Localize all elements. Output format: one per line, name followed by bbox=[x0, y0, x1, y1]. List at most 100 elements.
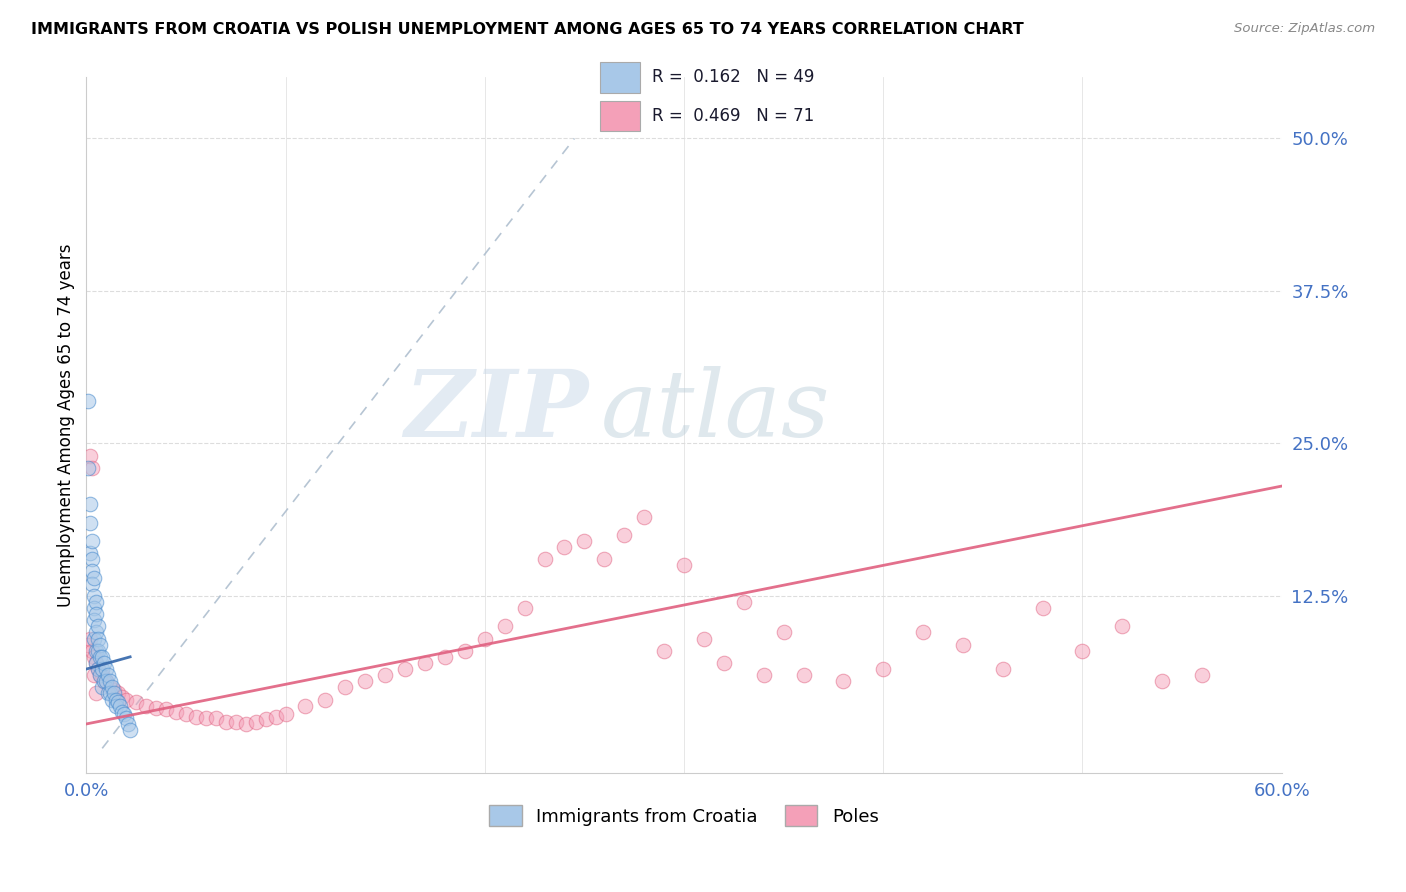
Point bbox=[84, 644, 107, 658]
Point bbox=[89, 649, 111, 664]
Point bbox=[294, 698, 316, 713]
Point bbox=[145, 701, 167, 715]
Point bbox=[111, 705, 134, 719]
Point bbox=[84, 686, 107, 700]
Point bbox=[84, 656, 107, 670]
Point bbox=[82, 576, 104, 591]
Point bbox=[752, 668, 775, 682]
Point bbox=[235, 717, 257, 731]
Point bbox=[98, 681, 121, 695]
Bar bbox=[600, 101, 640, 131]
Point bbox=[111, 690, 134, 705]
Point bbox=[84, 607, 107, 622]
Point bbox=[79, 516, 101, 530]
Point bbox=[184, 709, 207, 723]
Point bbox=[793, 668, 815, 682]
Point bbox=[1071, 644, 1094, 658]
Point bbox=[93, 674, 115, 689]
Point bbox=[87, 662, 110, 676]
Point bbox=[91, 662, 114, 676]
Point bbox=[115, 711, 138, 725]
Point bbox=[174, 707, 197, 722]
Point bbox=[96, 662, 118, 676]
Point bbox=[96, 674, 118, 689]
Point bbox=[82, 552, 104, 566]
Point bbox=[84, 625, 107, 640]
Point bbox=[574, 533, 596, 548]
Point bbox=[83, 632, 105, 646]
Point bbox=[772, 625, 794, 640]
Point bbox=[83, 649, 105, 664]
Point bbox=[652, 644, 675, 658]
Point bbox=[107, 695, 129, 709]
Point bbox=[245, 714, 267, 729]
Text: R =  0.162   N = 49: R = 0.162 N = 49 bbox=[652, 69, 814, 87]
Point bbox=[84, 656, 107, 670]
Point bbox=[117, 717, 139, 731]
Point bbox=[274, 707, 297, 722]
Point bbox=[254, 712, 277, 726]
Point bbox=[613, 528, 636, 542]
Point bbox=[394, 662, 416, 676]
Point bbox=[77, 393, 100, 408]
Point bbox=[112, 707, 135, 722]
Point bbox=[83, 601, 105, 615]
Point bbox=[83, 589, 105, 603]
Point bbox=[96, 674, 118, 689]
Point bbox=[83, 571, 105, 585]
Bar bbox=[600, 62, 640, 93]
Point bbox=[533, 552, 555, 566]
Point bbox=[87, 632, 110, 646]
Point bbox=[454, 644, 477, 658]
Point bbox=[374, 668, 396, 682]
Text: Source: ZipAtlas.com: Source: ZipAtlas.com bbox=[1234, 22, 1375, 36]
Point bbox=[832, 674, 855, 689]
Point bbox=[101, 692, 124, 706]
Point bbox=[79, 497, 101, 511]
Point bbox=[101, 681, 124, 695]
Point bbox=[1191, 668, 1213, 682]
Point bbox=[204, 711, 226, 725]
Y-axis label: Unemployment Among Ages 65 to 74 years: Unemployment Among Ages 65 to 74 years bbox=[58, 244, 75, 607]
Point bbox=[108, 698, 131, 713]
Point bbox=[433, 649, 456, 664]
Point bbox=[155, 702, 177, 716]
Point bbox=[89, 668, 111, 682]
Point bbox=[97, 686, 120, 700]
Point bbox=[354, 674, 377, 689]
Point bbox=[91, 681, 114, 695]
Point bbox=[1152, 674, 1174, 689]
Point bbox=[991, 662, 1014, 676]
Point bbox=[1032, 601, 1054, 615]
Point bbox=[82, 565, 104, 579]
Point bbox=[593, 552, 616, 566]
Text: IMMIGRANTS FROM CROATIA VS POLISH UNEMPLOYMENT AMONG AGES 65 TO 74 YEARS CORRELA: IMMIGRANTS FROM CROATIA VS POLISH UNEMPL… bbox=[31, 22, 1024, 37]
Point bbox=[494, 619, 516, 633]
Point bbox=[82, 644, 104, 658]
Point bbox=[194, 711, 217, 725]
Point bbox=[314, 692, 336, 706]
Point bbox=[125, 695, 148, 709]
Point bbox=[872, 662, 894, 676]
Point bbox=[120, 723, 142, 737]
Point bbox=[105, 692, 128, 706]
Text: atlas: atlas bbox=[600, 367, 830, 456]
Point bbox=[553, 540, 575, 554]
Point bbox=[89, 638, 111, 652]
Point bbox=[513, 601, 536, 615]
Point bbox=[912, 625, 935, 640]
Point bbox=[93, 656, 115, 670]
Point bbox=[1111, 619, 1133, 633]
Text: ZIP: ZIP bbox=[404, 367, 588, 456]
Point bbox=[98, 674, 121, 689]
Point bbox=[115, 692, 138, 706]
Point bbox=[165, 705, 187, 719]
Point bbox=[225, 714, 247, 729]
Point bbox=[77, 638, 100, 652]
Point bbox=[84, 595, 107, 609]
Point bbox=[87, 644, 110, 658]
Point bbox=[91, 649, 114, 664]
Point bbox=[633, 509, 655, 524]
Point bbox=[952, 638, 974, 652]
Legend: Immigrants from Croatia, Poles: Immigrants from Croatia, Poles bbox=[482, 798, 886, 833]
